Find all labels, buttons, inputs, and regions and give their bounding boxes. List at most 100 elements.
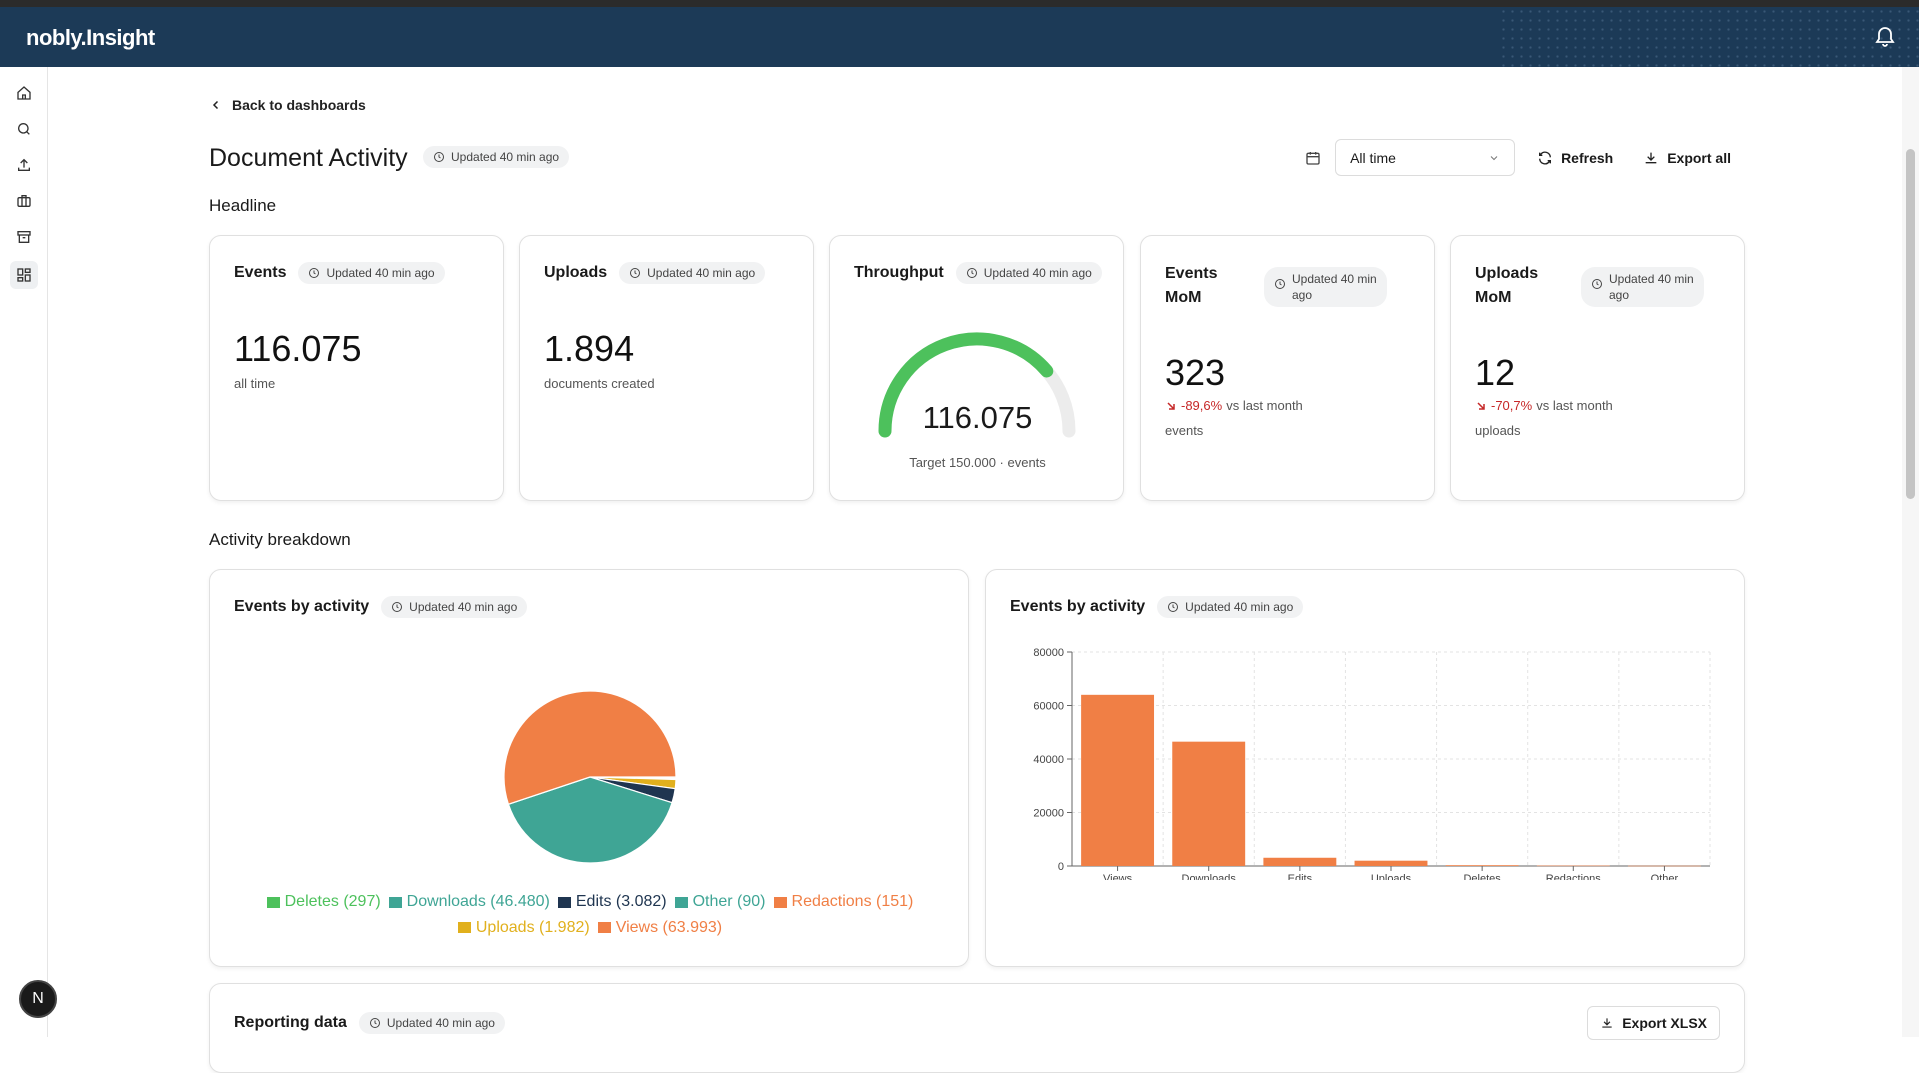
page-updated-badge: Updated 40 min ago <box>423 146 570 168</box>
upload-icon[interactable] <box>12 153 36 177</box>
legend-row: Deletes (297) Downloads (46.480) Edits (3.… <box>210 890 970 916</box>
section-activity-breakdown: Activity breakdown <box>209 530 351 549</box>
bar-edits[interactable] <box>1263 857 1337 866</box>
kpi-card-events: Events Updated 40 min ago 116.075 all ti… <box>209 235 504 501</box>
card-title: Uploads MoM <box>1475 262 1538 310</box>
kpi-sub: documents created <box>544 376 655 391</box>
arrow-down-right-icon <box>1477 401 1485 410</box>
legend-label: Uploads (1.982) <box>475 918 590 936</box>
updated-text: Updated 40 min ago <box>326 266 435 280</box>
card-title: Events <box>234 264 287 281</box>
bar-downloads[interactable] <box>1172 741 1246 866</box>
export-xlsx-button[interactable]: Export XLSX <box>1587 1006 1720 1040</box>
refresh-icon <box>1539 151 1552 164</box>
export-all-button[interactable]: Export all <box>1635 144 1739 172</box>
back-to-dashboards-link[interactable]: Back to dashboards <box>210 97 366 113</box>
briefcase-icon[interactable] <box>12 189 36 213</box>
updated-badge: Updated 40 min ago <box>1157 596 1304 618</box>
legend-item[interactable]: Downloads (46.480) <box>388 890 550 914</box>
updated-text: Updated 40 min ago <box>451 150 560 164</box>
legend-item[interactable]: Other (90) <box>674 890 766 914</box>
scroll-thumb[interactable] <box>1906 149 1915 499</box>
dashboards-icon[interactable] <box>10 261 38 289</box>
header-dot-pattern <box>1499 7 1919 67</box>
legend-swatch <box>773 896 787 908</box>
legend-swatch <box>674 896 688 908</box>
kpi-card-events-mom: Events MoM Updated 40 min ago 323 -89,6% … <box>1140 235 1435 501</box>
user-avatar[interactable]: N <box>19 980 57 1018</box>
search-icon[interactable] <box>12 117 36 141</box>
pie-chart-card: Events by activity Updated 40 min ago De… <box>209 569 969 967</box>
updated-badge: Updated 40 min ago <box>1581 267 1704 307</box>
legend-item[interactable]: Edits (3.082) <box>557 890 667 914</box>
bar-uploads[interactable] <box>1354 860 1428 866</box>
card-header: Events by activity Updated 40 min ago <box>1010 596 1304 618</box>
sidebar <box>0 67 48 1037</box>
kpi-value: 12 <box>1475 352 1516 393</box>
scrollbar[interactable] <box>1902 67 1919 1037</box>
legend-swatch <box>557 896 571 908</box>
throughput-gauge <box>878 332 1076 438</box>
pie-slice-views[interactable] <box>503 690 677 806</box>
card-title-line2: MoM <box>1165 289 1202 306</box>
legend-item[interactable]: Views (63.993) <box>597 916 722 940</box>
refresh-label: Refresh <box>1561 149 1614 166</box>
refresh-button[interactable]: Refresh <box>1529 144 1621 172</box>
card-header: Throughput Updated 40 min ago <box>854 262 1102 284</box>
y-tick-label: 60000 <box>1033 701 1064 713</box>
date-range-select[interactable]: All time <box>1335 139 1516 176</box>
gauge-value: 116.075 <box>922 400 1033 435</box>
home-icon[interactable] <box>12 81 36 105</box>
archive-icon[interactable] <box>12 225 36 249</box>
delta-suffix: vs last month <box>1536 398 1613 413</box>
legend-label: Edits (3.082) <box>575 893 667 910</box>
bar-deletes[interactable] <box>1445 865 1519 866</box>
y-tick-label: 0 <box>1058 861 1064 873</box>
pie-legend: Deletes (297) Downloads (46.480) Edits (3.… <box>210 890 970 941</box>
back-label: Back to dashboards <box>232 97 366 113</box>
legend-swatch <box>597 922 611 933</box>
bar-chart-card: Events by activity Updated 40 min ago 0 2… <box>985 569 1745 967</box>
updated-text: Updated 40 min ago <box>647 266 756 280</box>
legend-item[interactable]: Deletes (297) <box>266 890 381 914</box>
chevron-down-icon <box>1490 155 1498 160</box>
clock-icon <box>392 602 403 612</box>
kpi-card-uploads-mom: Uploads MoM Updated 40 min ago 12 -70,7% … <box>1450 235 1745 501</box>
legend-row: Uploads (1.982) Views (63.993) <box>210 916 970 942</box>
notification-bell-icon[interactable] <box>1873 25 1897 49</box>
clock-icon <box>309 268 320 278</box>
bar-views[interactable] <box>1081 694 1155 866</box>
card-title-line1: Events <box>1165 265 1218 282</box>
updated-text-line2: ago <box>1609 288 1630 302</box>
legend-swatch <box>388 896 402 908</box>
x-tick-label: Downloads <box>1182 873 1237 880</box>
x-tick-label: Edits <box>1288 873 1313 880</box>
app-logo[interactable]: nobly.Insight <box>26 25 155 50</box>
card-title: Throughput <box>854 264 944 281</box>
updated-text: Updated 40 min ago <box>386 1016 495 1030</box>
pie-slice-downloads[interactable] <box>507 776 673 864</box>
page-title: Document Activity <box>209 144 408 172</box>
y-tick-label: 80000 <box>1033 647 1064 659</box>
legend-label: Redactions (151) <box>791 893 914 910</box>
kpi-card-throughput: Throughput Updated 40 min ago 116.075 Ta… <box>829 235 1124 501</box>
updated-text: Updated 40 min ago <box>1185 600 1294 614</box>
x-tick-label: Views <box>1103 873 1133 880</box>
download-icon <box>1602 1018 1612 1028</box>
card-title-line2: MoM <box>1475 289 1512 306</box>
clock-icon <box>630 268 641 278</box>
pie-chart[interactable] <box>500 687 680 867</box>
app-header: nobly.Insight <box>0 7 1919 67</box>
kpi-sub: all time <box>234 376 276 391</box>
legend-item[interactable]: Uploads (1.982) <box>457 916 590 940</box>
updated-badge: Updated 40 min ago <box>619 262 766 284</box>
gauge-fill <box>878 332 1054 438</box>
bar-chart[interactable]: 0 20000 40000 60000 80000 Views Downloads Edits… <box>986 640 1746 880</box>
updated-badge: Updated 40 min ago <box>358 1012 505 1034</box>
bar-redactions[interactable] <box>1536 865 1610 867</box>
legend-label: Other (90) <box>692 893 766 910</box>
updated-text-line1: Updated 40 min <box>1609 272 1694 286</box>
clock-icon <box>966 268 977 278</box>
y-tick-label: 40000 <box>1033 754 1064 766</box>
legend-item[interactable]: Redactions (151) <box>773 890 914 914</box>
